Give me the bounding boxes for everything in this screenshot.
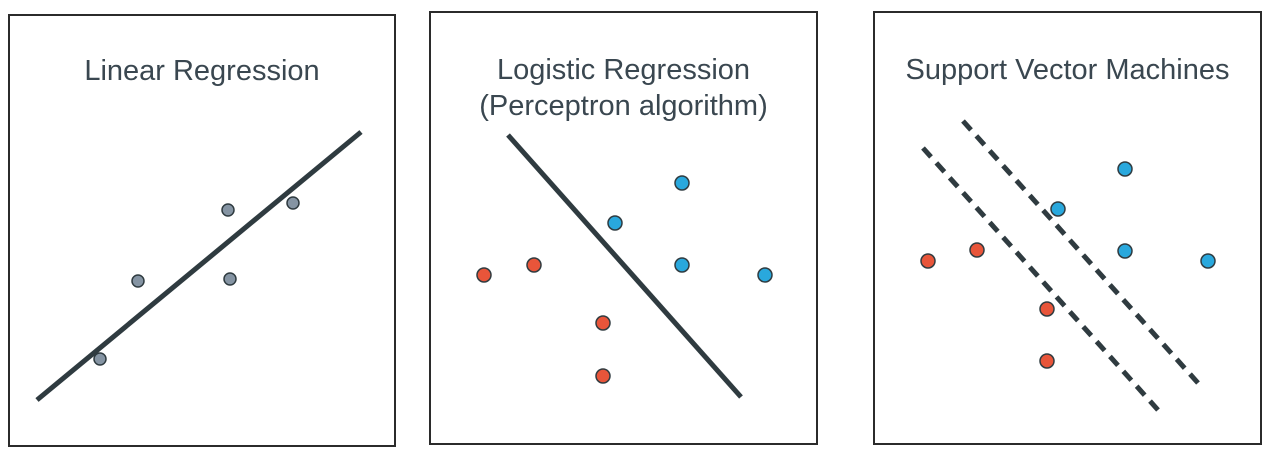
logistic-regression-title: Logistic Regression <box>496 54 751 86</box>
class-b-point <box>674 175 690 191</box>
class-a-point <box>969 242 985 258</box>
class-b-point <box>1050 201 1066 217</box>
class-a-point <box>1039 301 1055 317</box>
class-a-point <box>526 257 542 273</box>
class-a-point <box>920 253 936 269</box>
class-a-point <box>595 368 611 384</box>
data-point <box>223 272 237 286</box>
logistic-regression-panel: Logistic Regression (Perceptron algorith… <box>429 11 818 445</box>
class-b-point <box>674 257 690 273</box>
data-point <box>93 352 107 366</box>
svm-panel: Support Vector Machines <box>873 11 1262 445</box>
linear-regression-plot <box>35 130 363 402</box>
class-a-point <box>476 267 492 283</box>
data-point <box>221 203 235 217</box>
linear-regression-panel: Linear Regression <box>8 14 396 447</box>
svm-plot <box>920 119 1216 412</box>
class-b-point <box>607 215 623 231</box>
logistic-regression-subtitle: (Perceptron algorithm) <box>479 90 768 122</box>
class-a-point <box>1039 353 1055 369</box>
class-b-point <box>1200 253 1216 269</box>
linear-regression-title: Linear Regression <box>84 55 320 87</box>
svm-title: Support Vector Machines <box>905 54 1230 86</box>
class-b-point <box>757 267 773 283</box>
class-b-point <box>1117 243 1133 259</box>
data-point <box>286 196 300 210</box>
decision-boundary <box>506 133 743 399</box>
class-a-point <box>595 315 611 331</box>
margin-line-lower <box>921 146 1160 412</box>
margin-line-upper <box>961 119 1200 385</box>
class-b-point <box>1117 161 1133 177</box>
data-point <box>131 274 145 288</box>
regression-line <box>35 130 363 402</box>
logistic-regression-plot <box>476 133 773 399</box>
